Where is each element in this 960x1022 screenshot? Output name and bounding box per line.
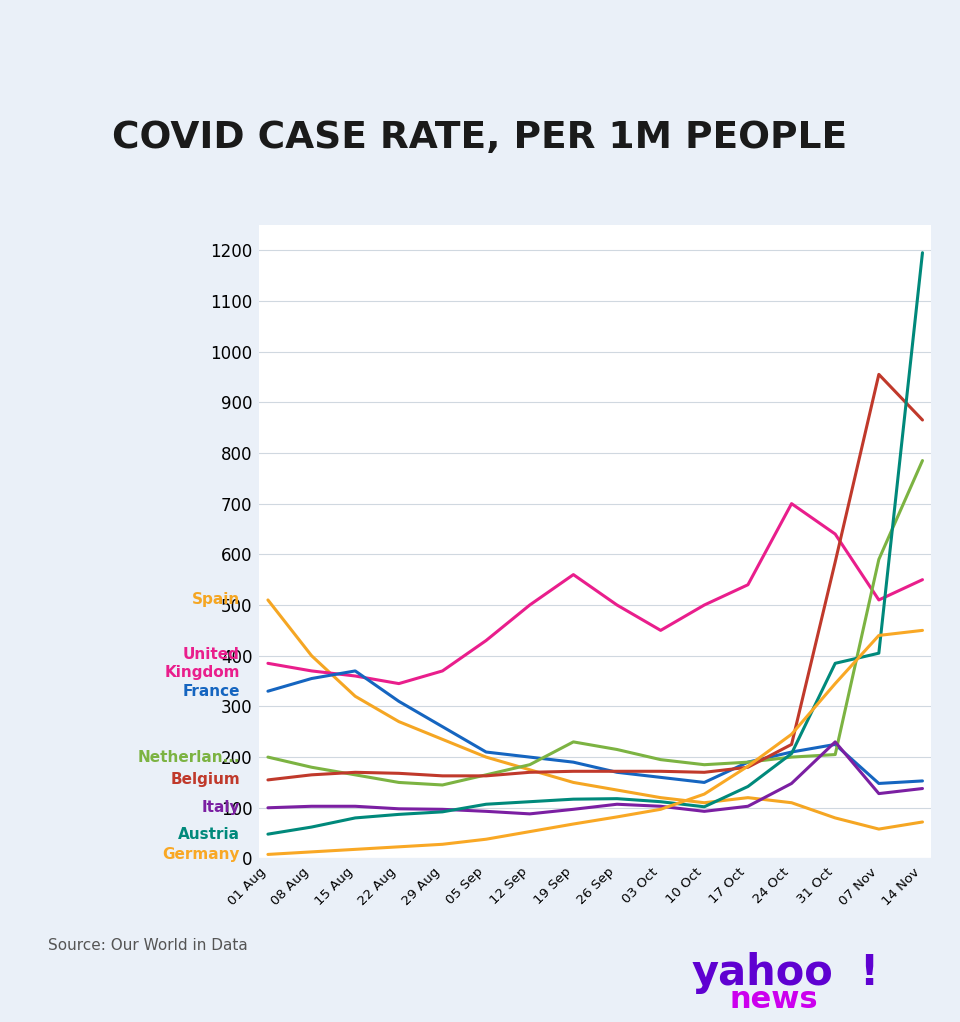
Text: Netherlan...: Netherlan... <box>137 749 240 764</box>
Text: Spain: Spain <box>192 593 240 607</box>
Text: !: ! <box>859 951 878 994</box>
Text: France: France <box>182 684 240 699</box>
Text: Source: Our World in Data: Source: Our World in Data <box>48 938 248 953</box>
Text: yahoo: yahoo <box>691 951 833 994</box>
Text: Belgium: Belgium <box>170 773 240 787</box>
Text: United
Kingdom: United Kingdom <box>164 647 240 680</box>
Text: news: news <box>730 985 818 1014</box>
Text: Germany: Germany <box>162 847 240 862</box>
Text: Austria: Austria <box>178 827 240 842</box>
Text: Italy: Italy <box>202 800 240 816</box>
Text: COVID CASE RATE, PER 1M PEOPLE: COVID CASE RATE, PER 1M PEOPLE <box>112 120 848 156</box>
